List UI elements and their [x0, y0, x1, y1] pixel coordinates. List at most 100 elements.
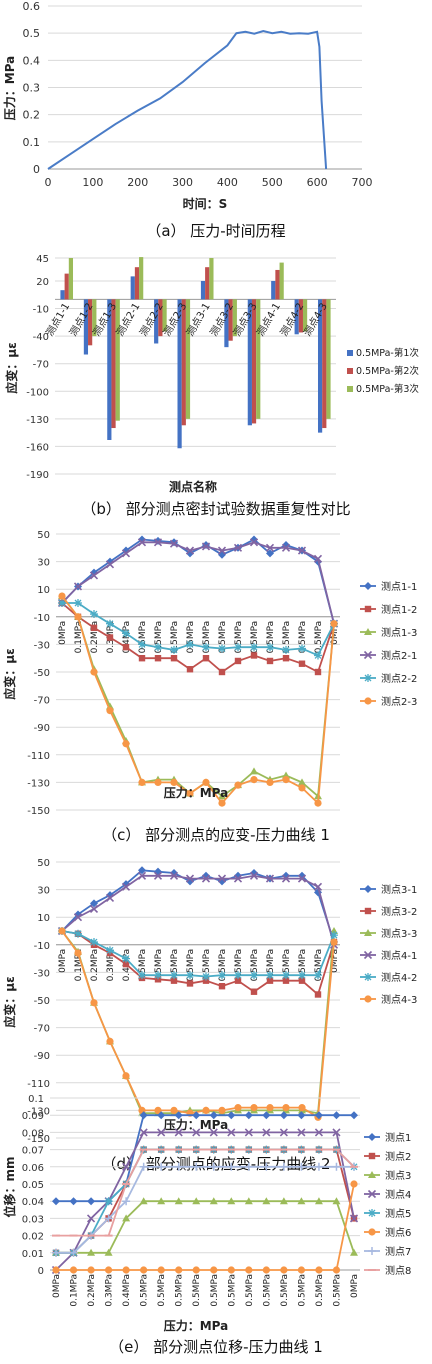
- data-point: [106, 634, 114, 641]
- data-point: [297, 1197, 306, 1205]
- y-tick-label: 0.04: [22, 1197, 44, 1208]
- x-tick-label: 0.5MPa: [186, 949, 196, 982]
- bar-2: [181, 299, 186, 426]
- chart-b-bar-repeatability: 4520-10-40-70-100-130-160-190测点1-1测点1-2测…: [4, 254, 419, 494]
- x-tick-label: 0.5MPa: [314, 621, 324, 654]
- data-point: [122, 1162, 131, 1171]
- data-point: [266, 1104, 274, 1112]
- data-point: [201, 542, 211, 551]
- data-point: [192, 1162, 201, 1171]
- data-point: [90, 610, 98, 619]
- y-tick-label: 0.02: [22, 1232, 44, 1243]
- data-point: [282, 776, 290, 784]
- data-point: [227, 1197, 236, 1205]
- data-point: [137, 871, 147, 880]
- bar-2: [64, 273, 69, 300]
- data-point: [174, 1111, 183, 1120]
- data-point: [298, 784, 306, 792]
- data-point: [186, 980, 194, 987]
- x-tick-label: 0.5MPa: [266, 621, 276, 654]
- y-axis-label: 位移：mm: [2, 1156, 17, 1217]
- data-point: [209, 1111, 218, 1120]
- data-point: [104, 1248, 113, 1256]
- bar-3: [139, 257, 144, 300]
- x-tick-label: 0.5MPa: [234, 621, 244, 654]
- y-tick-label: -100: [26, 387, 49, 398]
- data-point: [298, 977, 306, 984]
- y-tick-label: -90: [34, 723, 50, 734]
- data-point: [170, 538, 178, 547]
- data-point: [279, 1111, 288, 1120]
- data-point: [298, 778, 306, 786]
- data-point: [314, 1162, 323, 1171]
- data-point: [279, 1197, 288, 1205]
- y-tick-label: 10: [37, 585, 50, 596]
- data-point: [192, 1266, 200, 1274]
- legend-label: 测点1-1: [381, 580, 417, 593]
- data-point: [122, 1266, 130, 1274]
- data-point: [332, 1111, 341, 1120]
- y-tick-label: 0.07: [22, 1146, 44, 1157]
- x-tick-label: 0.5MPa: [234, 949, 244, 982]
- x-tick-label: 500: [262, 176, 283, 189]
- legend-label: 测点5: [385, 1207, 411, 1220]
- data-point: [266, 971, 274, 980]
- data-point: [250, 988, 258, 995]
- data-point: [122, 1214, 131, 1222]
- data-point: [157, 1197, 166, 1205]
- data-point: [186, 971, 194, 980]
- y-tick-label: -130: [27, 1106, 50, 1117]
- bar-3: [115, 299, 120, 421]
- data-point: [87, 1266, 95, 1274]
- series-line: [56, 1200, 355, 1254]
- y-tick-label: -110: [27, 751, 50, 762]
- x-axis-label: 压力：MPa: [164, 1318, 229, 1332]
- data-point: [192, 1128, 201, 1137]
- bar-2: [275, 269, 280, 300]
- data-point: [90, 999, 98, 1007]
- bar-1: [294, 299, 299, 335]
- data-point: [297, 1111, 306, 1120]
- data-point: [90, 938, 98, 947]
- data-point: [282, 655, 290, 662]
- data-point: [314, 651, 322, 660]
- y-tick-label: 0.05: [22, 1180, 44, 1191]
- data-point: [250, 767, 258, 775]
- data-point: [282, 645, 290, 654]
- data-point: [170, 1106, 178, 1114]
- y-tick-label: 0.4: [23, 54, 41, 67]
- y-tick-label: -10: [34, 941, 50, 952]
- x-tick-label: 0.5MPa: [157, 1274, 167, 1307]
- bar-1: [177, 299, 182, 449]
- data-point: [250, 643, 258, 652]
- series-line: [62, 602, 335, 657]
- x-tick-label: 0.3MPa: [106, 949, 116, 982]
- data-point: [233, 543, 243, 552]
- legend-marker: [364, 907, 372, 915]
- data-point: [262, 1162, 271, 1171]
- legend-label: 0.5MPa-第2次: [356, 365, 419, 377]
- data-point: [106, 707, 114, 715]
- legend-label: 测点4-3: [381, 993, 417, 1006]
- data-point: [265, 543, 275, 552]
- bar-1: [60, 290, 65, 300]
- legend-label: 测点1: [385, 1131, 411, 1144]
- data-point: [234, 781, 242, 789]
- legend-marker: [368, 1171, 376, 1178]
- data-point: [154, 971, 162, 980]
- x-tick-label: 0.4MPa: [122, 621, 132, 654]
- x-tick-label: 0.1MPa: [74, 621, 84, 654]
- data-point: [233, 874, 243, 883]
- data-point: [121, 549, 131, 558]
- data-point: [157, 1128, 166, 1137]
- series-line: [61, 541, 335, 624]
- data-point: [234, 977, 242, 984]
- data-point: [282, 1104, 290, 1112]
- data-point: [139, 1162, 148, 1171]
- data-point: [73, 913, 83, 922]
- data-point: [218, 550, 226, 559]
- y-tick-label: -130: [27, 778, 50, 789]
- series-line: [61, 874, 335, 946]
- x-tick-label: 0MPa: [58, 949, 68, 973]
- bar-1: [154, 299, 159, 344]
